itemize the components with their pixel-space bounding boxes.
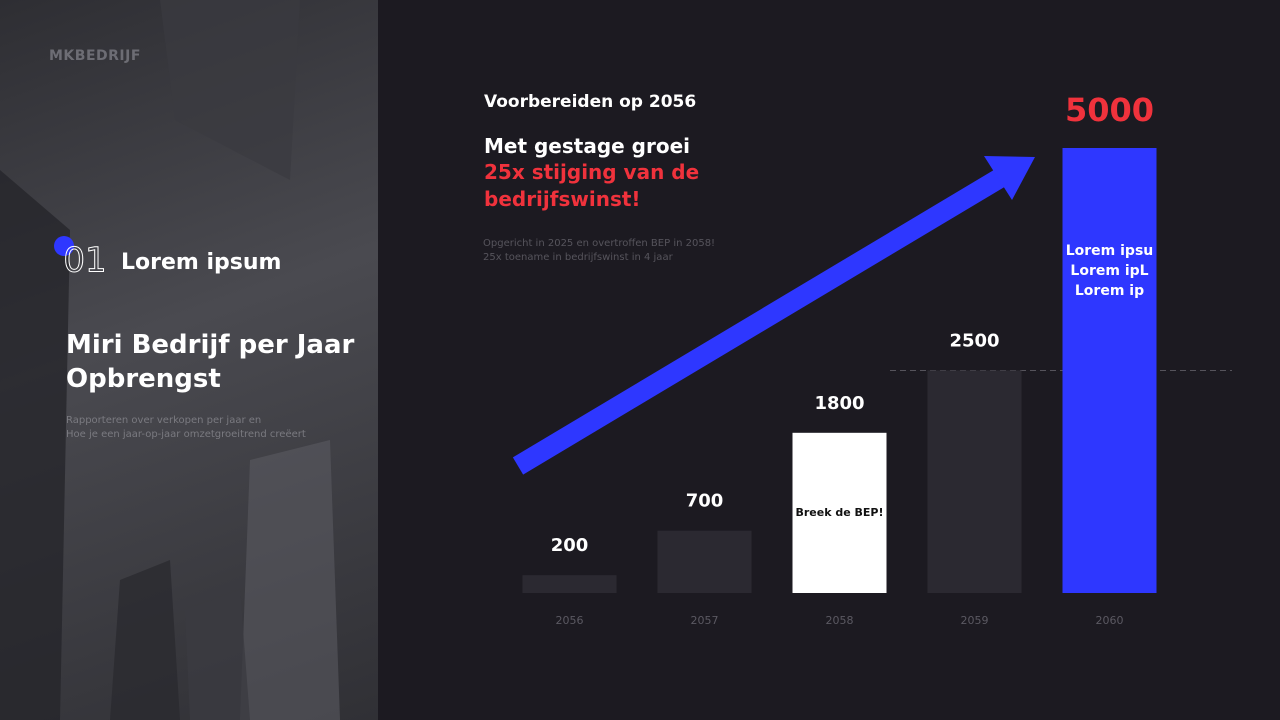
note: Opgericht in 2025 en overtroffen BEP in … [483,238,716,249]
x-tick-label: 2058 [826,614,854,627]
note: 25x toename in bedrijfswinst in 4 jaar [483,252,673,263]
chart-title: Voorbereiden op 2056 [484,92,697,112]
heading: Miri Bedrijf per Jaar [66,330,355,360]
heading: Opbrengst [66,364,221,394]
dot [54,236,74,256]
bar [1062,148,1157,593]
chart-subtitle: Met gestage groei [484,134,691,158]
highlight: bedrijfswinst! [484,187,641,211]
x-tick-label: 2056 [556,614,584,627]
building [185,590,250,720]
bar [657,530,752,593]
growth-arrow [512,156,1035,475]
bar-text: Lorem ip [1075,283,1144,299]
value-label: 5000 [1065,91,1154,129]
description: Hoe je een jaar-op-jaar omzetgroeitrend … [66,429,306,440]
section-number: 01 [63,241,106,281]
value-label: 2500 [949,331,999,352]
highlight: 25x stijging van de [484,160,700,184]
building [0,170,70,720]
number-badge: 01 [54,236,107,281]
bar [927,370,1022,593]
brand: MKBEDRIJF [49,48,141,64]
bar [522,575,617,593]
arrow-shaft [512,169,1006,475]
description: Rapporteren over verkopen per jaar en [66,415,262,426]
x-tick-label: 2060 [1096,614,1124,627]
x-tick-label: 2057 [691,614,719,627]
building [160,0,300,180]
building [110,560,180,720]
bar-text: Lorem ipL [1070,263,1148,279]
building-photo [0,0,340,720]
bar-text: Breek de BEP! [795,506,883,519]
sidebar: MKBEDRIJF 01 Lorem ipsum Miri Bedrijf pe… [0,0,378,720]
building [240,440,340,720]
arrow-head [984,156,1035,200]
value-label: 200 [551,535,589,556]
bar-text: Lorem ipsu [1066,243,1154,259]
value-label: 1800 [814,393,864,414]
bar [792,432,887,593]
section-title: Lorem ipsum [121,250,282,275]
x-tick-label: 2059 [961,614,989,627]
value-label: 700 [686,491,724,512]
